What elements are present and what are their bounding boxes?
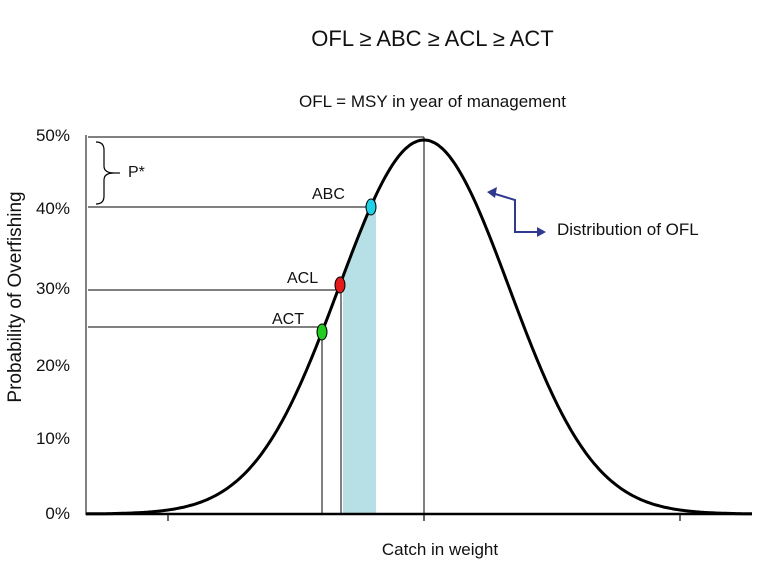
pstar-label: P* (128, 164, 145, 181)
y-tick-40: 40% (35, 199, 70, 218)
y-tick-0: 0% (45, 504, 70, 523)
x-axis-label: Catch in weight (381, 540, 499, 559)
distribution-label: Distribution of OFL (557, 220, 699, 239)
y-tick-50: 50% (35, 126, 70, 145)
arrow-head-left-icon (487, 187, 497, 198)
ofl-distribution-curve (85, 138, 752, 516)
abc-acl-shaded-region (343, 195, 376, 514)
act-label: ACT (272, 311, 304, 328)
ofl-definition: OFL = MSY in year of management (299, 92, 566, 111)
acl-label: ACL (287, 270, 319, 287)
abc-label: ABC (312, 186, 345, 203)
act-point (316, 323, 328, 341)
y-tick-10: 10% (35, 429, 70, 448)
distribution-arrow (491, 192, 538, 233)
y-tick-30: 30% (35, 279, 70, 298)
acl-point (334, 276, 346, 294)
abc-point (365, 198, 377, 216)
y-tick-20: 20% (35, 356, 70, 375)
relation-title: OFL ≥ ABC ≥ ACL ≥ ACT (311, 26, 554, 51)
arrow-head-right-icon (537, 227, 546, 237)
pstar-brace (95, 141, 115, 205)
